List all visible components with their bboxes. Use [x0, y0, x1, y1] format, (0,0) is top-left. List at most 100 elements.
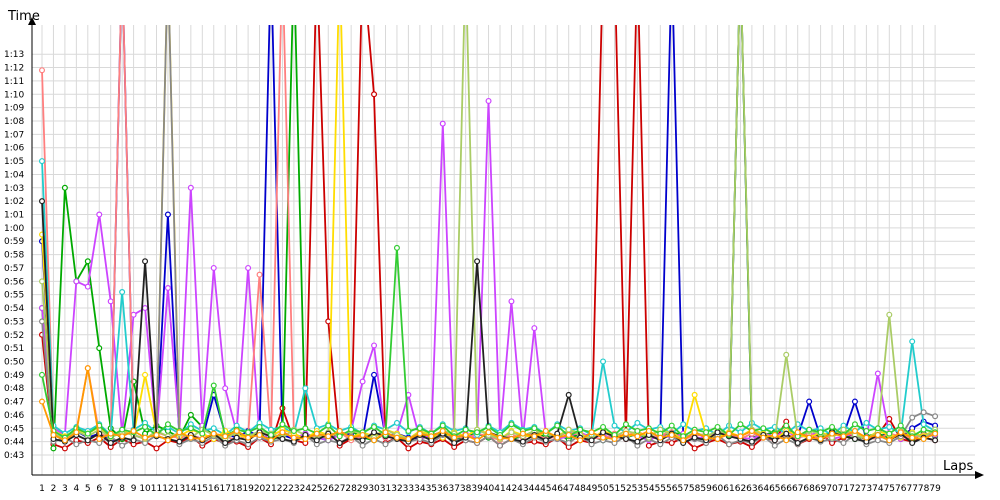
data-point [371, 423, 378, 430]
x-tick-label: 32 [391, 484, 402, 494]
data-point [222, 433, 229, 440]
x-tick-label: 53 [632, 484, 643, 494]
y-tick-label: 1:11 [4, 77, 24, 87]
data-point [142, 305, 149, 312]
data-point [405, 427, 412, 434]
data-point [142, 434, 149, 441]
data-point [909, 434, 916, 441]
data-point [96, 435, 103, 442]
y-axis-title: Time [7, 9, 40, 24]
data-point [497, 442, 504, 449]
data-point [96, 345, 103, 352]
data-point [485, 429, 492, 436]
data-point [542, 427, 549, 434]
data-point [600, 434, 607, 441]
data-point [554, 434, 561, 441]
data-point [851, 435, 858, 442]
data-point [863, 427, 870, 434]
x-tick-label: 54 [643, 484, 655, 494]
data-point [714, 423, 721, 430]
data-point [164, 285, 171, 292]
x-tick-label: 50 [597, 484, 609, 494]
data-point [565, 431, 572, 438]
data-point [634, 433, 641, 440]
x-tick-label: 4 [73, 484, 79, 494]
x-tick-label: 19 [242, 484, 254, 494]
data-point [187, 184, 194, 191]
data-point [302, 425, 309, 432]
y-tick-label: 1:01 [4, 211, 24, 221]
y-tick-label: 1:08 [4, 117, 24, 127]
data-point [851, 421, 858, 428]
data-point [909, 338, 916, 345]
x-tick-label: 34 [414, 484, 426, 494]
data-point [451, 439, 458, 446]
x-tick-label: 78 [918, 484, 930, 494]
data-point [634, 427, 641, 434]
x-tick-label: 21 [265, 484, 276, 494]
data-point [897, 429, 904, 436]
data-point [256, 431, 263, 438]
data-point [565, 426, 572, 433]
data-point [371, 429, 378, 436]
data-point [588, 429, 595, 436]
data-point [256, 423, 263, 430]
data-point [233, 434, 240, 441]
data-point [84, 365, 91, 372]
data-point [130, 437, 137, 444]
x-tick-label: 24 [300, 484, 312, 494]
data-point [279, 429, 286, 436]
y-tick-label: 1:07 [4, 130, 24, 140]
y-tick-label: 0:46 [4, 411, 24, 421]
data-point [748, 438, 755, 445]
x-tick-label: 56 [666, 484, 678, 494]
data-point [714, 429, 721, 436]
x-tick-label: 51 [609, 484, 620, 494]
data-point [371, 371, 378, 378]
data-point [680, 437, 687, 444]
data-point [336, 439, 343, 446]
data-point [806, 398, 813, 405]
x-tick-label: 70 [826, 484, 838, 494]
x-tick-label: 10 [139, 484, 151, 494]
x-tick-label: 6 [96, 484, 102, 494]
data-point [622, 435, 629, 442]
data-point [245, 434, 252, 441]
data-point [668, 431, 675, 438]
data-point [153, 431, 160, 438]
x-tick-label: 42 [506, 484, 517, 494]
y-tick-label: 0:57 [4, 264, 24, 274]
data-point [245, 264, 252, 271]
y-tick-label: 0:51 [4, 344, 24, 354]
data-point [84, 430, 91, 437]
data-point [359, 442, 366, 449]
data-point [874, 431, 881, 438]
data-point [474, 437, 481, 444]
y-tick-label: 0:45 [4, 424, 24, 434]
data-point [38, 67, 45, 74]
y-tick-label: 1:09 [4, 104, 24, 114]
data-point [920, 409, 927, 416]
data-point [691, 391, 698, 398]
data-point [932, 430, 939, 437]
data-point [886, 430, 893, 437]
data-point [462, 426, 469, 433]
data-point [210, 430, 217, 437]
data-point [187, 411, 194, 418]
data-point [909, 439, 916, 446]
data-point [210, 382, 217, 389]
y-tick-label: 1:02 [4, 197, 24, 207]
data-point [359, 437, 366, 444]
x-tick-label: 11 [151, 484, 162, 494]
data-point [508, 298, 515, 305]
y-tick-label: 1:13 [4, 50, 24, 60]
y-tick-label: 0:58 [4, 251, 24, 261]
data-point [142, 258, 149, 265]
y-tick-label: 0:59 [4, 237, 24, 247]
data-point [393, 434, 400, 441]
data-point [737, 421, 744, 428]
data-point [920, 435, 927, 442]
x-tick-label: 49 [586, 484, 598, 494]
data-point [932, 413, 939, 420]
y-tick-label: 1:03 [4, 184, 24, 194]
